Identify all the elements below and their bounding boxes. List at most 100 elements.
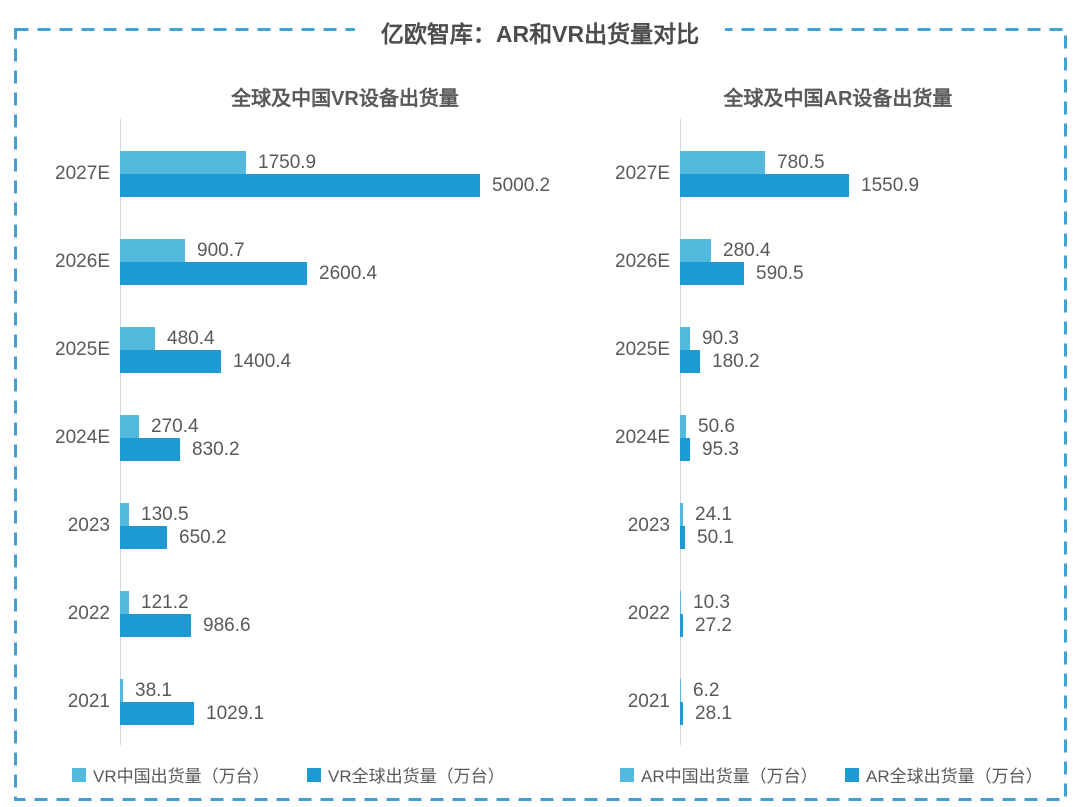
- china-bar: [680, 679, 681, 702]
- global-bar: [680, 262, 744, 285]
- china-bar: [680, 503, 683, 526]
- bar-group: 2021 6.2 28.1: [628, 679, 1062, 725]
- ar-chart-title: 全球及中国AR设备出货量: [723, 88, 953, 110]
- global-bar-line: 50.1: [680, 526, 1062, 549]
- global-value-label: 590.5: [756, 262, 804, 284]
- legend-label-vr-china: VR中国出货量（万台）: [93, 767, 270, 786]
- china-value-label: 24.1: [695, 503, 732, 525]
- bar-group: 2027E 780.5 1550.9: [615, 151, 1062, 197]
- global-bar: [680, 526, 685, 549]
- bar-group: 2026E 900.7 2600.4: [55, 239, 590, 285]
- global-bar-line: 180.2: [680, 350, 1062, 373]
- global-bar-line: 95.3: [680, 438, 1062, 461]
- global-value-label: 1029.1: [206, 702, 265, 724]
- global-value-label: 28.1: [695, 702, 732, 724]
- china-bar: [120, 679, 123, 702]
- global-bar-line: 986.6: [120, 614, 590, 637]
- bar-group: 2021 38.1 1029.1: [68, 679, 590, 725]
- legend-item-vr-china: VR中国出货量（万台）: [72, 762, 270, 787]
- global-value-label: 1400.4: [233, 350, 292, 372]
- global-value-label: 986.6: [203, 614, 251, 636]
- global-bar: [120, 702, 194, 725]
- bar-group: 2025E 90.3 180.2: [615, 327, 1062, 373]
- ar-global-swatch: [845, 767, 859, 782]
- global-bar-line: 830.2: [120, 438, 590, 461]
- category-label: 2021: [627, 691, 670, 712]
- global-bar: [120, 438, 180, 461]
- global-bar-line: 1029.1: [120, 702, 590, 725]
- global-bar: [680, 438, 690, 461]
- global-bar-line: 590.5: [680, 262, 1062, 285]
- china-bar: [120, 591, 129, 614]
- china-bar-line: 130.5: [120, 503, 590, 526]
- legend-bar: VR中国出货量（万台） VR全球出货量（万台） AR中国出货量（万台） AR全球…: [0, 762, 1080, 787]
- category-label: 2024E: [55, 427, 110, 448]
- category-label: 2021: [67, 691, 110, 712]
- bar-group: 2024E 50.6 95.3: [615, 415, 1062, 461]
- global-value-label: 1550.9: [861, 174, 920, 196]
- vr-bar-chart: 2027E 1750.9 5000.2 2026E 900.7 2600.4: [40, 119, 590, 745]
- china-bar: [680, 591, 681, 614]
- global-bar: [680, 614, 683, 637]
- category-label: 2027E: [615, 163, 670, 184]
- category-label: 2022: [627, 603, 670, 624]
- china-value-label: 121.2: [141, 591, 189, 613]
- category-label: 2025E: [55, 339, 110, 360]
- global-bar-line: 2600.4: [120, 262, 590, 285]
- bar-group: 2022 121.2 986.6: [68, 591, 590, 637]
- bar-group: 2023 24.1 50.1: [628, 503, 1062, 549]
- legend-item-ar-china: AR中国出货量（万台）: [620, 762, 818, 787]
- global-bar-line: 27.2: [680, 614, 1062, 637]
- china-value-label: 480.4: [167, 327, 215, 349]
- china-bar-line: 270.4: [120, 415, 590, 438]
- china-bar-line: 121.2: [120, 591, 590, 614]
- global-bar: [120, 526, 167, 549]
- vr-chart-title: 全球及中国VR设备出货量: [231, 88, 459, 110]
- china-bar-line: 1750.9: [120, 151, 590, 174]
- bar-group: 2027E 1750.9 5000.2: [55, 151, 590, 197]
- bar-group: 2023 130.5 650.2: [68, 503, 590, 549]
- china-value-label: 280.4: [723, 239, 771, 261]
- legend-item-vr-global: VR全球出货量（万台）: [307, 762, 505, 787]
- legend-item-ar-global: AR全球出货量（万台）: [845, 762, 1043, 787]
- china-bar: [120, 239, 185, 262]
- china-bar-line: 900.7: [120, 239, 590, 262]
- china-value-label: 50.6: [698, 415, 735, 437]
- bar-group: 2024E 270.4 830.2: [55, 415, 590, 461]
- global-bar-line: 28.1: [680, 702, 1062, 725]
- china-bar-line: 90.3: [680, 327, 1062, 350]
- china-bar: [680, 327, 690, 350]
- ar-chart-panel: 全球及中国AR设备出货量 2027E 780.5 1550.9 2026E 28…: [600, 82, 1062, 745]
- global-bar: [120, 614, 191, 637]
- global-bar: [680, 702, 683, 725]
- bar-group: 2025E 480.4 1400.4: [55, 327, 590, 373]
- legend-label-vr-global: VR全球出货量（万台）: [328, 767, 505, 786]
- china-value-label: 38.1: [135, 679, 172, 701]
- china-value-label: 6.2: [693, 679, 720, 701]
- china-value-label: 270.4: [151, 415, 199, 437]
- china-bar: [680, 415, 686, 438]
- china-value-label: 130.5: [141, 503, 189, 525]
- category-label: 2022: [67, 603, 110, 624]
- china-bar-line: 24.1: [680, 503, 1062, 526]
- category-label: 2025E: [615, 339, 670, 360]
- china-bar-line: 10.3: [680, 591, 1062, 614]
- ar-china-swatch: [620, 767, 634, 782]
- global-value-label: 2600.4: [319, 262, 378, 284]
- page-title: 亿欧智库：AR和VR出货量对比: [354, 15, 726, 49]
- vr-china-swatch: [72, 767, 86, 782]
- global-bar: [680, 174, 849, 197]
- global-bar: [120, 174, 480, 197]
- china-bar: [120, 415, 139, 438]
- global-value-label: 650.2: [179, 526, 227, 548]
- vr-global-swatch: [307, 767, 321, 782]
- category-label: 2023: [67, 515, 110, 536]
- china-value-label: 1750.9: [258, 151, 317, 173]
- china-bar-line: 280.4: [680, 239, 1062, 262]
- china-bar-line: 38.1: [120, 679, 590, 702]
- vr-chart-panel: 全球及中国VR设备出货量 2027E 1750.9 5000.2 2026E 9…: [40, 82, 590, 745]
- global-value-label: 50.1: [697, 526, 734, 548]
- china-bar-line: 6.2: [680, 679, 1062, 702]
